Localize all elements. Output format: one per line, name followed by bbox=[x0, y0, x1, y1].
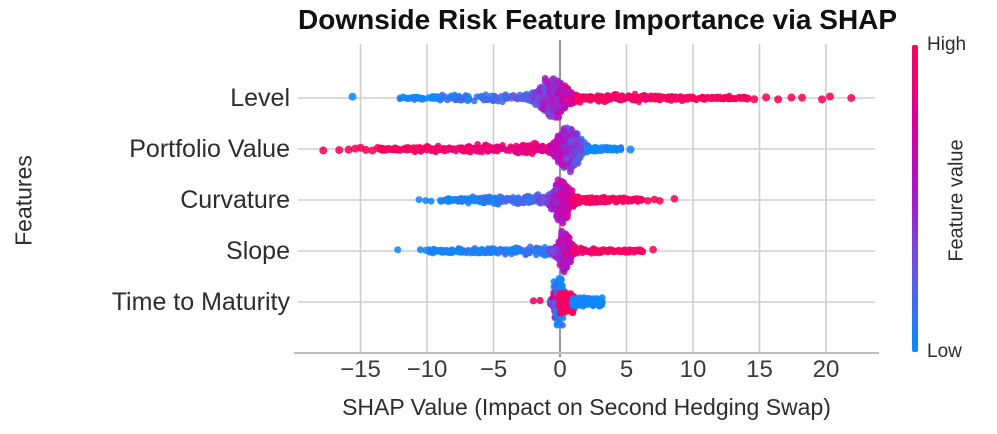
colorbar-axis-label: Feature value bbox=[945, 139, 968, 262]
x-tick-label--5: −5 bbox=[479, 356, 508, 383]
x-tick-label-15: 15 bbox=[746, 356, 773, 383]
x-tick-label--10: −10 bbox=[406, 356, 448, 383]
x-tick-label--15: −15 bbox=[340, 356, 381, 383]
colorbar-high-label: High bbox=[927, 34, 967, 55]
x-axis-label: SHAP Value (Impact on Second Hedging Swa… bbox=[342, 394, 831, 420]
x-tick-label-10: 10 bbox=[679, 356, 707, 383]
y-tick-label-curvature: Curvature bbox=[180, 186, 290, 214]
x-tick-label-0: 0 bbox=[553, 356, 567, 383]
colorbar-low-label: Low bbox=[927, 341, 962, 362]
colorbar-gradient bbox=[912, 45, 918, 352]
chart-title: Downside Risk Feature Importance via SHA… bbox=[298, 4, 898, 35]
x-tick-label-5: 5 bbox=[619, 356, 634, 383]
y-tick-label-level: Level bbox=[230, 84, 290, 112]
y-tick-label-portfolio-value: Portfolio Value bbox=[129, 135, 290, 163]
x-tick-label-20: 20 bbox=[812, 356, 840, 383]
y-tick-label-time-to-maturity: Time to Maturity bbox=[111, 288, 290, 316]
y-tick-label-slope: Slope bbox=[226, 237, 290, 265]
